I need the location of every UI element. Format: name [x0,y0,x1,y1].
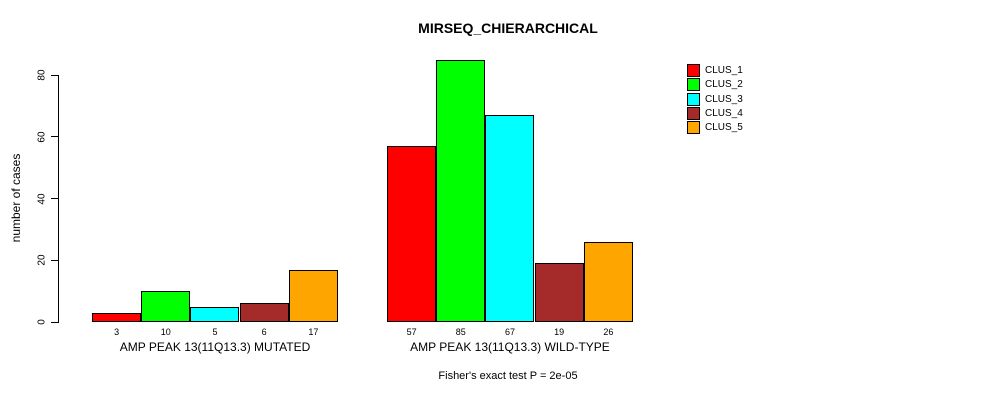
legend-swatch-clus_3 [687,93,700,106]
y-tick-label: 80 [36,69,48,81]
y-axis [58,75,59,323]
bar-clus_5 [584,242,633,322]
bar-value-label: 5 [212,327,218,337]
bar-clus_4 [240,303,289,322]
bar-value-label: 67 [504,327,516,337]
bar-clus_5 [289,270,338,322]
y-tick-label: 20 [36,254,48,266]
y-tick-label: 60 [36,131,48,143]
legend-label: CLUS_1 [705,65,743,76]
bar-clus_4 [535,263,584,322]
legend-label: CLUS_4 [705,108,743,119]
bar-clus_3 [485,115,534,322]
bar-clus_2 [141,291,190,322]
bar-value-label: 85 [455,327,466,337]
chart-title: MIRSEQ_CHIERARCHICAL [418,20,598,36]
y-tick [51,136,58,138]
bar-clus_2 [436,60,485,322]
legend-label: CLUS_3 [705,94,743,105]
bar-value-label: 17 [308,327,319,337]
y-tick [51,321,58,323]
y-tick-label: 40 [36,192,48,205]
bar-clus_3 [190,307,239,322]
bar-value-label: 26 [603,327,614,337]
legend-label: CLUS_5 [705,122,743,133]
legend-swatch-clus_1 [687,64,700,77]
bar-clus_1 [387,146,436,322]
y-tick [51,198,58,199]
x-group-label: AMP PEAK 13(11Q13.3) MUTATED [119,340,311,354]
bar-value-label: 3 [114,327,120,337]
y-tick-label: 0 [36,319,48,325]
annotation-fisher-test: Fisher's exact test P = 2e-05 [438,370,578,382]
legend-swatch-clus_5 [687,121,700,134]
bar-value-label: 6 [261,327,267,337]
bar-clus_1 [92,313,141,322]
legend-swatch-clus_4 [687,107,700,120]
bar-value-label: 57 [406,327,417,337]
y-axis-label: number of cases [9,153,23,243]
bar-value-label: 10 [160,327,171,337]
legend-swatch-clus_2 [687,78,700,91]
y-tick [51,259,58,261]
y-tick [51,74,58,76]
bar-value-label: 19 [554,327,565,337]
legend-label: CLUS_2 [705,79,743,90]
x-group-label: AMP PEAK 13(11Q13.3) WILD-TYPE [410,340,610,354]
